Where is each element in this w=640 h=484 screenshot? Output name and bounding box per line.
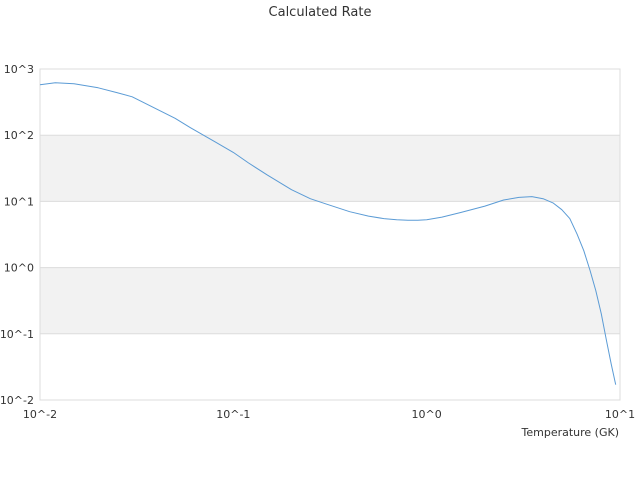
x-tick-label: 10^0 (412, 408, 442, 421)
chart-title: Calculated Rate (269, 5, 372, 20)
y-tick-label: 10^-2 (0, 394, 34, 407)
x-axis-label: Temperature (GK) (521, 426, 620, 439)
y-tick-label: 10^0 (4, 262, 34, 275)
series-line (39, 82, 617, 385)
y-tick-label: 10^1 (4, 195, 34, 208)
plot-band (40, 267, 620, 334)
plot-band (40, 201, 620, 268)
plot-frame (39, 68, 621, 401)
plot-bands (40, 69, 620, 400)
plot-band (40, 69, 620, 136)
x-tick-label: 10^1 (605, 408, 635, 421)
x-axis-ticks: 10^-2 10^-1 10^0 10^1 (23, 408, 635, 421)
y-tick-label: 10^2 (4, 129, 34, 142)
plot-band (40, 135, 620, 202)
plot-band (40, 333, 620, 400)
y-axis-ticks: 10^-2 10^-1 10^0 10^1 10^2 10^3 (0, 63, 34, 407)
y-tick-label: 10^-1 (0, 328, 34, 341)
x-tick-label: 10^-2 (23, 408, 57, 421)
x-tick-label: 10^-1 (216, 408, 250, 421)
y-tick-label: 10^3 (4, 63, 34, 76)
series-layer (39, 82, 617, 385)
